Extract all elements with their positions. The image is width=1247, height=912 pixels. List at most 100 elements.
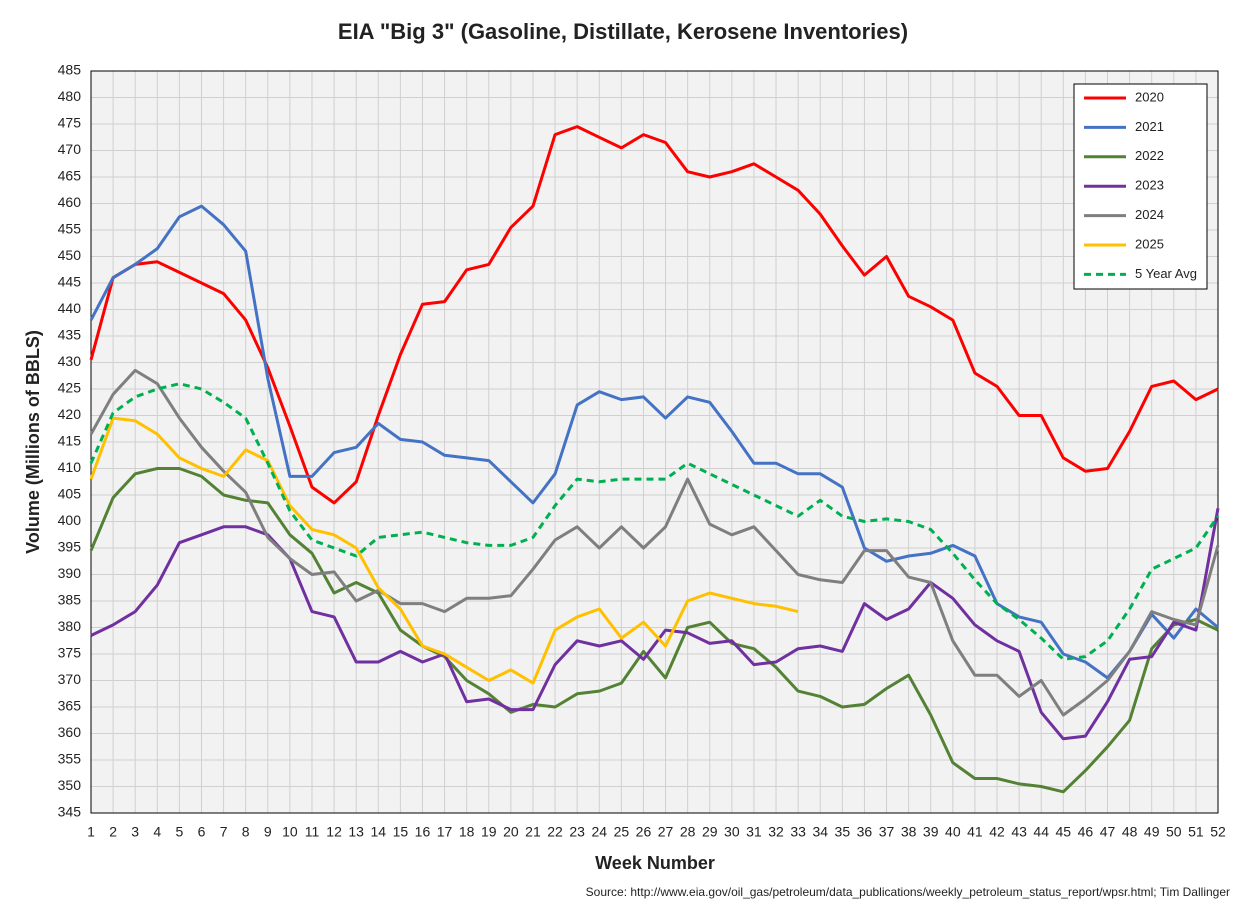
x-tick-label: 20 [503, 824, 519, 840]
legend-label: 2021 [1135, 119, 1164, 134]
x-tick-label: 28 [680, 824, 696, 840]
x-tick-label: 9 [264, 824, 272, 840]
x-tick-label: 5 [175, 824, 183, 840]
x-tick-label: 42 [989, 824, 1005, 840]
y-tick-label: 400 [58, 512, 82, 528]
x-tick-label: 29 [702, 824, 718, 840]
y-tick-label: 485 [58, 62, 82, 78]
x-tick-label: 10 [282, 824, 298, 840]
y-tick-label: 395 [58, 539, 82, 555]
y-tick-label: 470 [58, 141, 82, 157]
y-tick-label: 350 [58, 777, 82, 793]
source-note: Source: http://www.eia.gov/oil_gas/petro… [586, 885, 1230, 899]
x-tick-label: 40 [945, 824, 961, 840]
y-tick-label: 445 [58, 274, 82, 290]
x-tick-label: 22 [547, 824, 563, 840]
x-tick-label: 26 [636, 824, 652, 840]
series-line [89, 382, 1220, 661]
legend-label: 2020 [1135, 89, 1164, 104]
chart-title: EIA "Big 3" (Gasoline, Distillate, Keros… [338, 19, 908, 44]
x-tick-label: 51 [1188, 824, 1204, 840]
x-tick-label: 11 [305, 824, 320, 840]
plot-border [90, 70, 1219, 814]
y-tick-label: 465 [58, 168, 82, 184]
y-tick-label: 385 [58, 592, 82, 608]
y-tick-label: 435 [58, 327, 82, 343]
x-tick-label: 45 [1056, 824, 1072, 840]
legend-label: 2025 [1135, 236, 1164, 251]
x-tick-label: 38 [901, 824, 917, 840]
x-tick-label: 16 [415, 824, 431, 840]
legend-label: 2022 [1135, 148, 1164, 163]
x-tick-label: 41 [967, 824, 983, 840]
x-tick-label: 1 [87, 824, 95, 840]
x-tick-label: 3 [131, 824, 139, 840]
x-tick-label: 6 [198, 824, 206, 840]
x-tick-label: 25 [614, 824, 630, 840]
x-tick-label: 49 [1144, 824, 1160, 840]
series-line [89, 416, 799, 685]
x-axis-label: Week Number [595, 853, 715, 873]
y-tick-label: 480 [58, 88, 82, 104]
x-tick-label: 30 [724, 824, 740, 840]
y-tick-label: 405 [58, 486, 82, 502]
x-tick-label: 48 [1122, 824, 1138, 840]
y-tick-label: 450 [58, 247, 82, 263]
x-tick-label: 31 [746, 824, 762, 840]
x-tick-label: 8 [242, 824, 250, 840]
x-tick-label: 7 [220, 824, 228, 840]
y-tick-label: 430 [58, 353, 82, 369]
x-tick-label: 13 [348, 824, 364, 840]
x-tick-label: 47 [1100, 824, 1116, 840]
x-tick-label: 33 [790, 824, 806, 840]
y-tick-label: 345 [58, 804, 82, 820]
series-line [89, 368, 1220, 717]
y-tick-label: 460 [58, 194, 82, 210]
x-tick-label: 36 [857, 824, 873, 840]
x-tick-label: 18 [459, 824, 475, 840]
x-tick-label: 15 [393, 824, 409, 840]
x-tick-label: 50 [1166, 824, 1182, 840]
y-tick-label: 415 [58, 433, 82, 449]
series-line [89, 125, 1219, 505]
x-tick-label: 19 [481, 824, 497, 840]
legend-label: 2024 [1135, 207, 1164, 222]
x-tick-label: 21 [525, 824, 541, 840]
y-tick-label: 410 [58, 459, 82, 475]
x-tick-label: 35 [835, 824, 851, 840]
series-line [89, 467, 1219, 794]
x-tick-label: 32 [768, 824, 784, 840]
x-tick-label: 27 [658, 824, 674, 840]
x-tick-label: 2 [109, 824, 117, 840]
y-tick-label: 380 [58, 618, 82, 634]
y-tick-label: 475 [58, 115, 82, 131]
y-tick-label: 355 [58, 751, 82, 767]
x-tick-label: 43 [1011, 824, 1027, 840]
legend-label: 2023 [1135, 178, 1164, 193]
x-tick-label: 12 [326, 824, 342, 840]
x-tick-label: 23 [569, 824, 585, 840]
series-line [89, 204, 1219, 680]
y-tick-label: 420 [58, 406, 82, 422]
x-tick-label: 46 [1078, 824, 1094, 840]
x-tick-label: 34 [812, 824, 828, 840]
y-tick-label: 440 [58, 300, 82, 316]
x-tick-label: 44 [1033, 824, 1049, 840]
y-tick-label: 365 [58, 698, 82, 714]
y-axis-label: Volume (Millions of BBLS) [23, 330, 43, 554]
y-tick-label: 370 [58, 671, 82, 687]
y-tick-label: 425 [58, 380, 82, 396]
y-tick-label: 455 [58, 221, 82, 237]
x-tick-label: 39 [923, 824, 939, 840]
y-tick-label: 390 [58, 565, 82, 581]
x-tick-label: 24 [591, 824, 607, 840]
x-tick-label: 37 [879, 824, 895, 840]
y-tick-label: 375 [58, 645, 82, 661]
x-tick-label: 17 [437, 824, 453, 840]
x-tick-label: 14 [370, 824, 386, 840]
y-tick-label: 360 [58, 724, 82, 740]
x-tick-label: 4 [153, 824, 161, 840]
x-tick-label: 52 [1210, 824, 1226, 840]
legend-label: 5 Year Avg [1135, 266, 1197, 281]
